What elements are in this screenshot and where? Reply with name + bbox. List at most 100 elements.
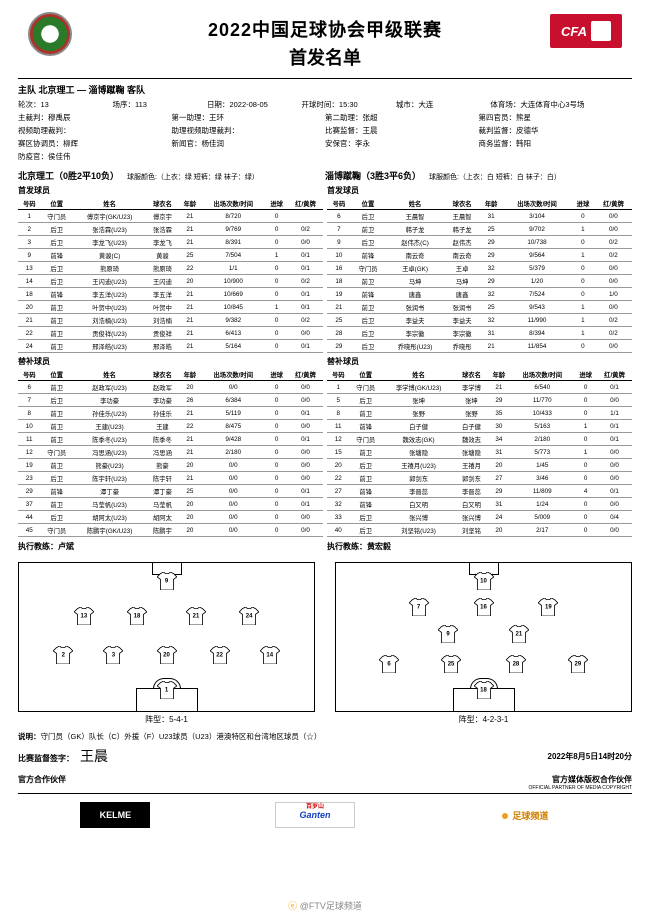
- player-jersey: 22: [210, 646, 230, 664]
- away-starters-table: 号码位置姓名球衣名年龄出场次数/时间进球红/黄牌6后卫王晨智王晨智313/104…: [327, 197, 632, 353]
- table-row: 6后卫王晨智王晨智313/10400/0: [327, 210, 632, 223]
- table-row: 13后卫熊原琦熊原琦221/100/1: [18, 262, 323, 275]
- table-row: 12守门员冯思涵(U23)冯思涵212/18000/0: [18, 446, 323, 459]
- table-row: 21前卫刘浩楠(U23)刘浩楠219/38200/2: [18, 314, 323, 327]
- away-subs-table: 号码位置姓名球衣名年龄出场次数/时间进球红/黄牌1守门员李学博(GK/U23)李…: [327, 368, 632, 537]
- table-row: 19前卫熊豪(U23)熊豪200/000/0: [18, 459, 323, 472]
- table-row: 11前卫陈季冬(U23)陈季冬219/42800/1: [18, 433, 323, 446]
- table-row: 45守门员陈鹏宇(GK/U23)陈鹏宇200/000/0: [18, 524, 323, 537]
- away-kit: 球服颜色:（上衣：白 短裤：白 袜子：白）: [429, 174, 561, 181]
- val: 113: [135, 100, 147, 109]
- col-head: 进球: [574, 368, 597, 381]
- lbl: 阵型：: [459, 715, 483, 724]
- lbl: 日期：: [207, 100, 230, 109]
- partners-right-en: OFFICIAL PARTNER OF MEDIA COPYRIGHT: [528, 785, 632, 791]
- val: 王晨: [363, 126, 378, 135]
- col-head: 进球: [571, 197, 595, 210]
- table-row: 24前卫邢泽皓(U23)邢泽皓215/16400/1: [18, 340, 323, 353]
- partners-left-head: 官方合作伙伴: [18, 774, 66, 791]
- home-starters-table: 号码位置姓名球衣名年龄出场次数/时间进球红/黄牌1守门员傅京宇(GK/U23)傅…: [18, 197, 323, 353]
- lbl: 新闻官：: [172, 139, 202, 148]
- table-row: 2后卫张浩霖(U23)张浩霖219/76900/2: [18, 223, 323, 236]
- col-head: 进球: [265, 197, 288, 210]
- table-row: 15前卫张塘隐张塘隐315/77310/0: [327, 446, 632, 459]
- col-head: 红/黄牌: [288, 197, 323, 210]
- col-head: 球衣名: [455, 368, 487, 381]
- col-head: 姓名: [73, 368, 146, 381]
- val: 柳辉: [63, 139, 78, 148]
- col-head: 年龄: [179, 368, 202, 381]
- table-row: 12守门员魏效志(GK)魏效志342/18000/1: [327, 433, 632, 446]
- player-jersey: 24: [239, 607, 259, 625]
- legend: 守门员（GK）队长（C）外援（F）U23球员（U23）港澳特区和台湾地区球员（☆…: [41, 732, 322, 741]
- val: 王环: [209, 113, 224, 122]
- player-jersey: 14: [260, 646, 280, 664]
- val: 大连体育中心3号场: [520, 100, 584, 109]
- player-jersey: 18: [127, 607, 147, 625]
- away-formation: 4-2-3-1: [483, 715, 509, 724]
- match-teams: 主队 北京理工 — 淄博蹴鞠 客队: [18, 81, 632, 98]
- table-row: 32前锋白又明白又明311/2400/0: [327, 498, 632, 511]
- col-head: 姓名: [382, 368, 455, 381]
- col-head: 位置: [351, 197, 385, 210]
- home-formation: 5-4-1: [169, 715, 188, 724]
- col-head: 位置: [41, 368, 73, 381]
- lbl: 比赛监督：: [325, 126, 363, 135]
- lbl: 场序：: [112, 100, 135, 109]
- table-row: 33后卫张兴博张兴博245/00900/4: [327, 511, 632, 524]
- col-head: 红/黄牌: [595, 197, 632, 210]
- val: 大连: [418, 100, 433, 109]
- table-row: 8前卫孙佳乐(U23)孙佳乐215/11900/1: [18, 407, 323, 420]
- lbl: 防疫官：: [18, 152, 48, 161]
- player-jersey: 2: [53, 646, 73, 664]
- section-subs: 替补球员: [327, 356, 632, 367]
- table-row: 20后卫王禧月(U23)王禧月201/4500/0: [327, 459, 632, 472]
- lbl: 赛区协调员：: [18, 139, 63, 148]
- col-head: 出场次数/时间: [201, 197, 265, 210]
- col-head: 年龄: [479, 197, 503, 210]
- table-row: 44后卫胡阿太(U23)胡阿太200/000/0: [18, 511, 323, 524]
- partner-kelme: KELME: [80, 802, 150, 828]
- player-jersey: 18: [474, 681, 494, 699]
- col-head: 姓名: [73, 197, 146, 210]
- section-starters: 首发球员: [18, 185, 323, 196]
- player-jersey: 20: [157, 646, 177, 664]
- table-row: 10前锋南云奇南云奇299/56410/2: [327, 249, 632, 262]
- lbl: 视频助理裁判：: [18, 126, 71, 135]
- val: 侯佳伟: [48, 152, 71, 161]
- player-jersey: 21: [509, 625, 529, 643]
- col-head: 号码: [18, 368, 41, 381]
- home-coach: 卢斌: [58, 542, 74, 551]
- table-row: 1守门员李学博(GK/U23)李学博216/54000/1: [327, 381, 632, 394]
- table-row: 7前卫韩子龙韩子龙259/70210/0: [327, 223, 632, 236]
- player-jersey: 28: [506, 655, 526, 673]
- col-head: 球衣名: [445, 197, 479, 210]
- player-jersey: 6: [379, 655, 399, 673]
- col-head: 红/黄牌: [597, 368, 632, 381]
- table-row: 9前锋黄骏(C)黄骏257/50410/1: [18, 249, 323, 262]
- home-name: 北京理工（0胜2平10负）: [18, 171, 119, 181]
- sig-lbl: 比赛监督签字：: [18, 754, 74, 763]
- away-formation-pitch: 1071619921625282918: [335, 562, 632, 712]
- col-head: 位置: [350, 368, 382, 381]
- lbl: 主裁判：: [18, 113, 48, 122]
- table-row: 8前卫张野张野3510/43301/1: [327, 407, 632, 420]
- player-jersey: 29: [568, 655, 588, 673]
- val: 13: [41, 100, 49, 109]
- home-subs-table: 号码位置姓名球衣名年龄出场次数/时间进球红/黄牌6前卫赵政军(U23)赵政军20…: [18, 368, 323, 537]
- lbl: 轮次：: [18, 100, 41, 109]
- lbl: 第一助理：: [172, 113, 210, 122]
- player-jersey: 1: [157, 681, 177, 699]
- col-head: 球衣名: [146, 197, 178, 210]
- partner-ganten: Ganten: [275, 802, 355, 828]
- lbl: 第四官员：: [479, 113, 517, 122]
- player-jersey: 7: [409, 598, 429, 616]
- table-row: 1守门员傅京宇(GK/U23)傅京宇218/7200: [18, 210, 323, 223]
- player-jersey: 25: [441, 655, 461, 673]
- table-row: 37前卫马莹帆(U23)马莹帆200/000/1: [18, 498, 323, 511]
- player-jersey: 19: [538, 598, 558, 616]
- lbl: 执行教练：: [18, 542, 58, 551]
- player-jersey: 3: [103, 646, 123, 664]
- table-row: 10前卫王建(U23)王建228/47500/0: [18, 420, 323, 433]
- player-jersey: 21: [186, 607, 206, 625]
